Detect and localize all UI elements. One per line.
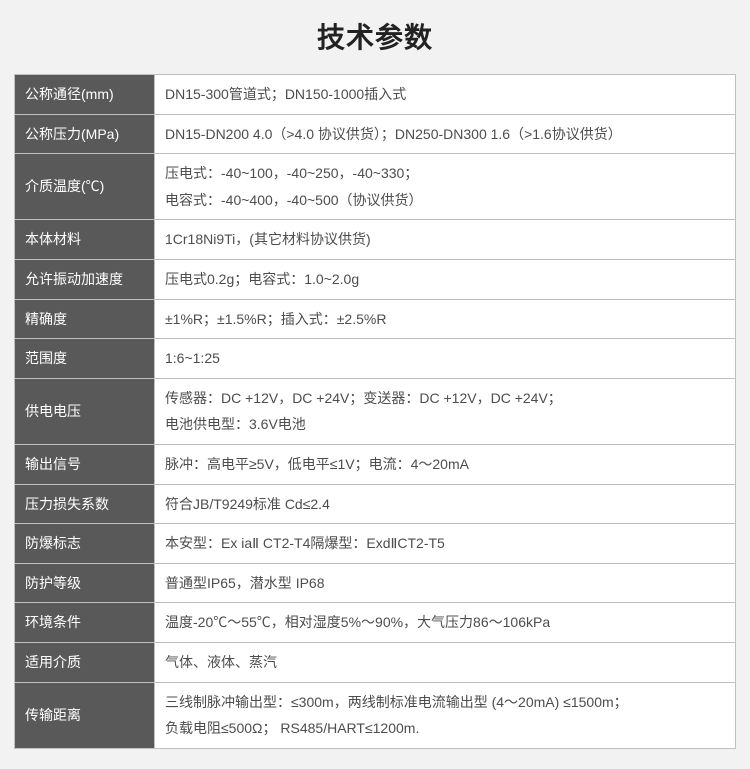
table-row: 公称压力(MPa)DN15-DN200 4.0（>4.0 协议供货）；DN250… <box>15 114 736 154</box>
spec-table: 公称通径(mm)DN15-300管道式；DN150-1000插入式公称压力(MP… <box>14 74 736 749</box>
row-value: 压电式：-40~100，-40~250，-40~330；电容式：-40~400，… <box>155 154 736 220</box>
row-value: 符合JB/T9249标准 Cd≤2.4 <box>155 484 736 524</box>
row-value: 温度-20℃～55℃，相对湿度5%～90%，大气压力86～106kPa <box>155 603 736 643</box>
row-value: ±1%R；±1.5%R；插入式：±2.5%R <box>155 299 736 339</box>
row-value: DN15-DN200 4.0（>4.0 协议供货）；DN250-DN300 1.… <box>155 114 736 154</box>
row-value: 本安型：Ex iaⅡ CT2-T4隔爆型：ExdⅡCT2-T5 <box>155 524 736 564</box>
table-row: 范围度1:6~1:25 <box>15 339 736 379</box>
row-label: 防护等级 <box>15 563 155 603</box>
row-label: 适用介质 <box>15 642 155 682</box>
page-title: 技术参数 <box>14 16 736 56</box>
row-label: 环境条件 <box>15 603 155 643</box>
table-row: 环境条件温度-20℃～55℃，相对湿度5%～90%，大气压力86～106kPa <box>15 603 736 643</box>
row-label: 公称压力(MPa) <box>15 114 155 154</box>
row-label: 范围度 <box>15 339 155 379</box>
row-label: 供电电压 <box>15 378 155 444</box>
row-value: 脉冲：高电平≥5V，低电平≤1V；电流：4～20mA <box>155 444 736 484</box>
row-label: 传输距离 <box>15 682 155 748</box>
table-row: 压力损失系数符合JB/T9249标准 Cd≤2.4 <box>15 484 736 524</box>
table-row: 传输距离三线制脉冲输出型：≤300m，两线制标准电流输出型 (4～20mA) ≤… <box>15 682 736 748</box>
row-value: 压电式0.2g；电容式：1.0~2.0g <box>155 259 736 299</box>
table-row: 防爆标志本安型：Ex iaⅡ CT2-T4隔爆型：ExdⅡCT2-T5 <box>15 524 736 564</box>
row-label: 压力损失系数 <box>15 484 155 524</box>
table-row: 供电电压传感器：DC +12V，DC +24V；变送器：DC +12V，DC +… <box>15 378 736 444</box>
row-value: 传感器：DC +12V，DC +24V；变送器：DC +12V，DC +24V；… <box>155 378 736 444</box>
row-label: 防爆标志 <box>15 524 155 564</box>
row-value: 气体、液体、蒸汽 <box>155 642 736 682</box>
row-label: 本体材料 <box>15 220 155 260</box>
table-row: 允许振动加速度压电式0.2g；电容式：1.0~2.0g <box>15 259 736 299</box>
row-label: 输出信号 <box>15 444 155 484</box>
row-value: DN15-300管道式；DN150-1000插入式 <box>155 75 736 115</box>
spec-sheet: 技术参数 公称通径(mm)DN15-300管道式；DN150-1000插入式公称… <box>0 0 750 769</box>
row-label: 允许振动加速度 <box>15 259 155 299</box>
row-value: 三线制脉冲输出型：≤300m，两线制标准电流输出型 (4～20mA) ≤1500… <box>155 682 736 748</box>
table-row: 介质温度(℃)压电式：-40~100，-40~250，-40~330；电容式：-… <box>15 154 736 220</box>
row-label: 公称通径(mm) <box>15 75 155 115</box>
row-value: 1Cr18Ni9Ti，(其它材料协议供货) <box>155 220 736 260</box>
row-label: 精确度 <box>15 299 155 339</box>
row-value: 1:6~1:25 <box>155 339 736 379</box>
table-row: 本体材料1Cr18Ni9Ti，(其它材料协议供货) <box>15 220 736 260</box>
table-row: 适用介质气体、液体、蒸汽 <box>15 642 736 682</box>
row-label: 介质温度(℃) <box>15 154 155 220</box>
row-value: 普通型IP65，潜水型 IP68 <box>155 563 736 603</box>
table-row: 防护等级普通型IP65，潜水型 IP68 <box>15 563 736 603</box>
table-row: 精确度±1%R；±1.5%R；插入式：±2.5%R <box>15 299 736 339</box>
table-row: 公称通径(mm)DN15-300管道式；DN150-1000插入式 <box>15 75 736 115</box>
table-row: 输出信号脉冲：高电平≥5V，低电平≤1V；电流：4～20mA <box>15 444 736 484</box>
